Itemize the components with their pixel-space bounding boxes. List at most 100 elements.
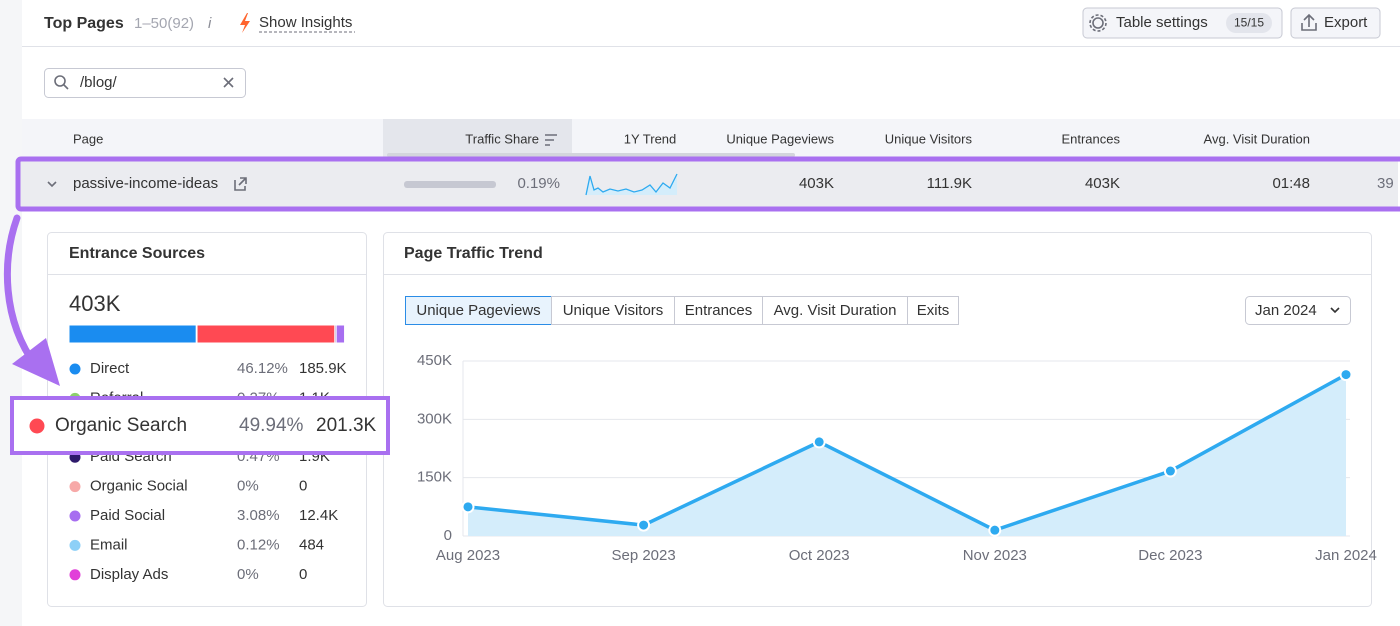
x-tick-label: Aug 2023 [436, 547, 500, 564]
source-name: Direct [90, 360, 130, 377]
tab[interactable] [405, 296, 552, 325]
source-share: 0% [237, 478, 259, 495]
x-tick-label: Jan 2024 [1315, 547, 1377, 564]
callout-arrow [3, 214, 40, 370]
line [467, 373, 1347, 532]
insights-icon [240, 13, 250, 33]
sources-total: 403K [69, 291, 121, 316]
x-tick-label: Nov 2023 [963, 547, 1027, 564]
expand-chevron[interactable] [47, 181, 57, 188]
source-name: Organic Search [55, 415, 187, 436]
column-header[interactable]: Avg. Visit Duration [1204, 131, 1310, 146]
y-tick-label: 150K [417, 469, 452, 486]
source-count: 201.3K [316, 415, 377, 436]
source-count: 0 [299, 478, 307, 495]
trend-chart: 0 150K 300K 450K Aug 2023 Sep 2023 Oct 2023 Nov… [417, 352, 1377, 564]
source-dot [29, 418, 45, 434]
point[interactable] [812, 435, 826, 449]
visitors-cell: 111.9K [927, 175, 972, 192]
source-dot [69, 539, 81, 551]
show-insights[interactable]: Show Insights [259, 14, 352, 31]
y-tick-label: 0 [444, 527, 452, 544]
source-count: 185.9K [299, 360, 347, 377]
source-count: 484 [299, 536, 324, 553]
source-name: Email [90, 536, 128, 553]
x-tick-label: Dec 2023 [1138, 547, 1202, 564]
tabs: Unique Pageviews Unique Visitors Entrances… [405, 296, 959, 325]
tab[interactable] [674, 296, 763, 325]
export-label: Export [1324, 14, 1368, 31]
info-icon[interactable]: i [208, 15, 212, 32]
point[interactable] [1163, 464, 1177, 478]
column-header[interactable]: Unique Pageviews [726, 131, 834, 146]
column-header[interactable]: Traffic Share [465, 131, 539, 146]
source-share: 0% [237, 566, 259, 583]
pageviews-cell: 403K [799, 175, 834, 192]
table-settings-label: Table settings [1116, 14, 1208, 31]
source-share: 49.94% [239, 415, 304, 436]
share-bar [404, 181, 496, 188]
tab[interactable] [762, 296, 908, 325]
share-segment [196, 324, 336, 344]
clear-search[interactable] [223, 77, 234, 88]
source-dot [69, 569, 81, 581]
point[interactable] [1339, 368, 1353, 382]
x-tick-label: Oct 2023 [789, 547, 850, 564]
page-cell: passive-income-ideas [73, 175, 218, 192]
callout: Organic Search 49.94% 201.3K [10, 396, 390, 455]
sort-icon [545, 134, 557, 146]
area [468, 374, 1346, 536]
tab-label: Unique Visitors [563, 302, 664, 319]
table-row[interactable] [18, 159, 1398, 209]
export-icon [1301, 13, 1317, 31]
callout-arrowhead [12, 338, 60, 386]
title: Top Pages [44, 15, 124, 32]
tab[interactable] [551, 296, 675, 325]
share-segment [68, 324, 197, 344]
duration-cell: 01:48 [1272, 175, 1310, 192]
external-link[interactable] [234, 177, 247, 191]
source-count: 12.4K [299, 507, 338, 524]
sorted-column [383, 119, 572, 159]
source-dot [69, 481, 81, 493]
tab[interactable] [907, 296, 959, 325]
column-header[interactable]: 1Y Trend [624, 131, 677, 146]
tab-label: Unique Pageviews [416, 302, 540, 319]
source-dot [69, 363, 81, 375]
y-tick-label: 300K [417, 410, 452, 427]
source-count: 0 [299, 566, 307, 583]
source-share: 0.12% [237, 536, 280, 553]
tab-label: Avg. Visit Duration [774, 302, 897, 319]
range: 1–50(92) [134, 15, 194, 32]
column-header[interactable]: Page [73, 131, 103, 146]
sources-list: Direct46.12%185.9KReferral0.27%1.1KOrgan… [68, 324, 347, 583]
point[interactable] [637, 518, 651, 532]
x-tick-label: Sep 2023 [611, 547, 675, 564]
y-tick-label: 450K [417, 352, 452, 369]
gear-teeth [1089, 14, 1107, 32]
column-header[interactable]: Entrances [1061, 131, 1120, 146]
period-label: Jan 2024 [1255, 302, 1317, 319]
tab-label: Exits [917, 302, 950, 319]
overflow-cell: 39 [1377, 175, 1394, 192]
column-header[interactable]: Unique Visitors [885, 131, 973, 146]
settings-badge [1226, 13, 1272, 33]
search-icon-handle [63, 84, 69, 90]
source-name: Display Ads [90, 566, 168, 583]
dropdown-chevron [1330, 307, 1340, 314]
settings-count: 15/15 [1234, 16, 1264, 30]
source-share: 46.12% [237, 360, 288, 377]
scrollbar [387, 153, 795, 157]
point[interactable] [461, 500, 475, 514]
period-dropdown[interactable] [1245, 296, 1351, 325]
card-title: Entrance Sources [69, 245, 205, 262]
point[interactable] [988, 523, 1002, 537]
source-name: Paid Social [90, 507, 165, 524]
search-query: /blog/ [80, 74, 118, 91]
source-share: 3.08% [237, 507, 280, 524]
gear-icon [1092, 17, 1104, 29]
entrances-cell: 403K [1085, 175, 1120, 192]
search-box[interactable] [44, 68, 246, 98]
card-title: Page Traffic Trend [404, 245, 543, 262]
